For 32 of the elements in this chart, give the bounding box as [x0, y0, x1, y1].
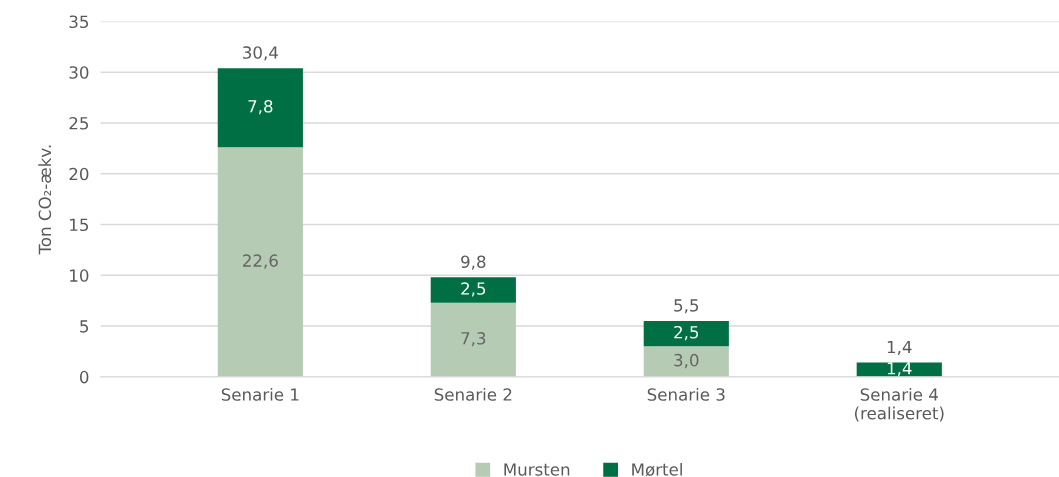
- bar: [217, 147, 303, 377]
- total-label: 5,5: [674, 299, 699, 314]
- y-tick-label: 35: [69, 15, 89, 29]
- data-label: 7,8: [248, 100, 273, 115]
- legend-label: Mursten: [504, 463, 570, 476]
- total-label: 1,4: [887, 340, 912, 355]
- total-label: 30,4: [243, 46, 278, 61]
- data-label: 7,3: [461, 332, 486, 347]
- data-label: 2,5: [674, 325, 699, 341]
- bar: [430, 277, 516, 303]
- y-tick-label: 25: [69, 116, 89, 130]
- bar: [643, 320, 729, 347]
- data-label: 3,0: [674, 353, 699, 369]
- total-label: 9,8: [461, 255, 486, 270]
- bar: [430, 302, 516, 377]
- legend-label: Mørtel: [632, 462, 682, 477]
- x-tick-label: Senarie 1: [221, 387, 299, 401]
- bar: [217, 68, 303, 148]
- bar: [643, 346, 729, 377]
- y-tick-label: 10: [70, 269, 89, 282]
- x-tick-label: Senarie 3: [647, 387, 725, 401]
- y-tick-label: 5: [80, 320, 89, 333]
- data-label: 1,4: [887, 362, 912, 377]
- y-axis-title: Ton CO₂-ækv.: [38, 145, 52, 255]
- y-tick-label: 15: [70, 218, 89, 232]
- x-tick-label: Senarie 4 (realiseret): [854, 387, 944, 422]
- data-label: 2,5: [461, 282, 486, 297]
- y-tick-label: 0: [79, 370, 89, 384]
- y-tick-label: 20: [69, 167, 89, 181]
- data-label: 22,6: [243, 254, 278, 269]
- y-tick-label: 30: [69, 66, 89, 79]
- x-tick-label: Senarie 2: [434, 387, 512, 401]
